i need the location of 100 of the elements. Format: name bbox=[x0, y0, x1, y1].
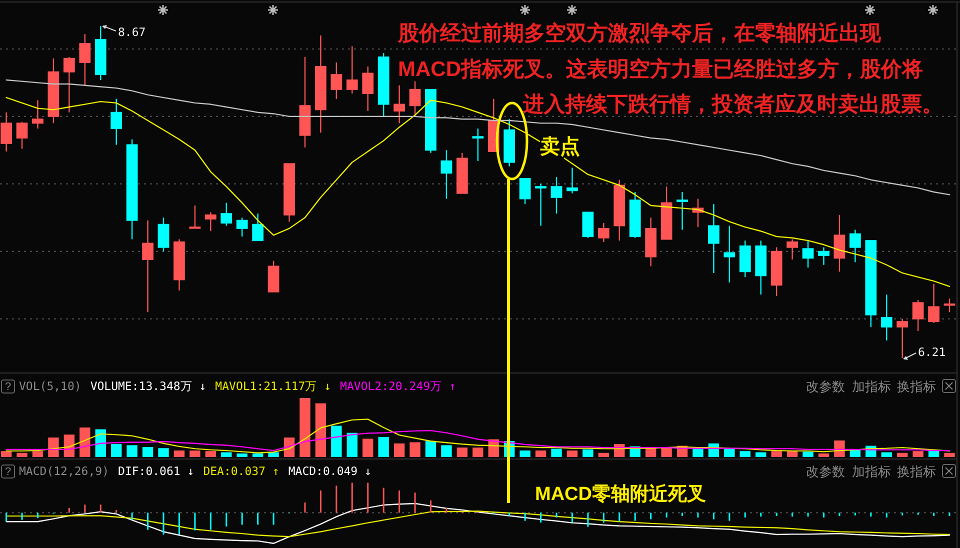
bar bbox=[441, 445, 452, 457]
text: DIF:0.061 ↓ bbox=[118, 464, 194, 478]
bar bbox=[394, 443, 405, 457]
bar bbox=[205, 451, 216, 457]
bar bbox=[236, 453, 248, 457]
bar bbox=[0, 451, 12, 457]
bar bbox=[740, 451, 750, 457]
text: DEA:0.037 ↑ bbox=[203, 464, 280, 478]
candlestick bbox=[346, 46, 358, 94]
bar bbox=[346, 432, 358, 457]
text: MAVOL2:20.249万 ↑ bbox=[340, 379, 456, 393]
annotation: 进入持续下跌行情，投资者应及时卖出股票。 bbox=[522, 92, 943, 116]
candlestick bbox=[394, 84, 405, 124]
bar bbox=[598, 452, 610, 457]
bar bbox=[362, 438, 374, 457]
annotation: MACD指标死叉。这表明空方力量已经胜过多方，股价将 bbox=[398, 57, 923, 81]
bar bbox=[315, 403, 326, 457]
candlestick bbox=[519, 178, 531, 205]
text: 换指标 bbox=[897, 379, 936, 394]
bar bbox=[520, 450, 530, 457]
bar bbox=[300, 398, 310, 457]
bar bbox=[818, 453, 830, 457]
chart-title: MACD(12,26,9) bbox=[19, 464, 110, 478]
bar bbox=[16, 452, 28, 457]
candlestick bbox=[550, 176, 562, 214]
candlestick bbox=[330, 62, 342, 100]
bar bbox=[551, 448, 562, 457]
candlestick bbox=[362, 66, 374, 112]
candlestick bbox=[158, 217, 170, 252]
candlestick bbox=[708, 204, 720, 274]
bar bbox=[252, 453, 264, 457]
text: VOLUME:13.348万 ↓ bbox=[90, 379, 206, 393]
candlestick bbox=[786, 238, 798, 260]
candlestick bbox=[204, 212, 216, 232]
candlestick bbox=[79, 34, 91, 86]
chart-title: VOL(5,10) bbox=[19, 379, 82, 393]
candlestick bbox=[676, 191, 688, 230]
candlestick bbox=[63, 56, 75, 113]
candlestick bbox=[110, 98, 122, 146]
candlestick bbox=[849, 229, 861, 263]
candlestick bbox=[32, 100, 44, 130]
bar bbox=[771, 451, 782, 457]
bar bbox=[944, 452, 955, 457]
bar bbox=[410, 442, 420, 457]
annotation: 股价经过前期多空双方激烈争夺后，在零轴附近出现 bbox=[397, 21, 882, 45]
candlestick bbox=[472, 128, 484, 162]
candlestick bbox=[598, 222, 610, 243]
bar bbox=[174, 450, 185, 457]
bar bbox=[110, 444, 122, 457]
annotation: 8.67 bbox=[118, 25, 146, 39]
series-label: MACD:0.049 ↓ bbox=[288, 464, 372, 478]
candlestick bbox=[220, 202, 232, 226]
candlestick bbox=[912, 299, 924, 332]
bar bbox=[378, 436, 389, 457]
text: 加指标 bbox=[852, 464, 891, 479]
candlestick bbox=[409, 80, 421, 118]
text: MAVOL1:21.117万 ↓ bbox=[215, 379, 332, 393]
candlestick bbox=[0, 112, 12, 152]
bar bbox=[32, 451, 44, 457]
bar bbox=[48, 438, 59, 457]
candlestick bbox=[834, 214, 846, 272]
candlestick bbox=[535, 183, 546, 226]
candlestick bbox=[440, 150, 452, 200]
candlestick bbox=[16, 121, 28, 150]
bar bbox=[582, 449, 594, 457]
annotation: MACD零轴附近死叉 bbox=[535, 483, 706, 505]
candlestick bbox=[818, 246, 830, 266]
text: ? bbox=[4, 381, 12, 393]
text: ? bbox=[4, 466, 12, 478]
bar bbox=[221, 452, 232, 457]
annotation: 6.21 bbox=[918, 345, 946, 359]
text: 改参数 bbox=[806, 464, 845, 479]
candlestick bbox=[566, 167, 578, 194]
bar bbox=[142, 446, 154, 457]
text: 换指标 bbox=[897, 464, 936, 479]
bar bbox=[896, 452, 908, 457]
candlestick bbox=[236, 217, 248, 238]
candlestick bbox=[928, 283, 940, 324]
candlestick bbox=[724, 225, 736, 284]
bar bbox=[881, 452, 892, 457]
bar bbox=[190, 450, 200, 457]
bar bbox=[158, 448, 169, 457]
text: 加指标 bbox=[852, 379, 891, 394]
candlestick bbox=[802, 240, 814, 268]
candlestick bbox=[189, 204, 201, 229]
bar bbox=[80, 428, 90, 457]
text: 改参数 bbox=[806, 379, 845, 394]
bar bbox=[912, 451, 924, 457]
bar bbox=[928, 450, 940, 457]
candlestick bbox=[142, 220, 154, 313]
bar bbox=[268, 452, 279, 457]
bar bbox=[566, 450, 578, 457]
candlestick bbox=[252, 212, 264, 242]
bar bbox=[786, 451, 798, 457]
bar bbox=[472, 448, 484, 457]
bar bbox=[535, 450, 546, 457]
candlestick bbox=[944, 298, 956, 313]
bar bbox=[331, 426, 342, 457]
bar bbox=[425, 441, 436, 457]
bar bbox=[456, 448, 468, 457]
